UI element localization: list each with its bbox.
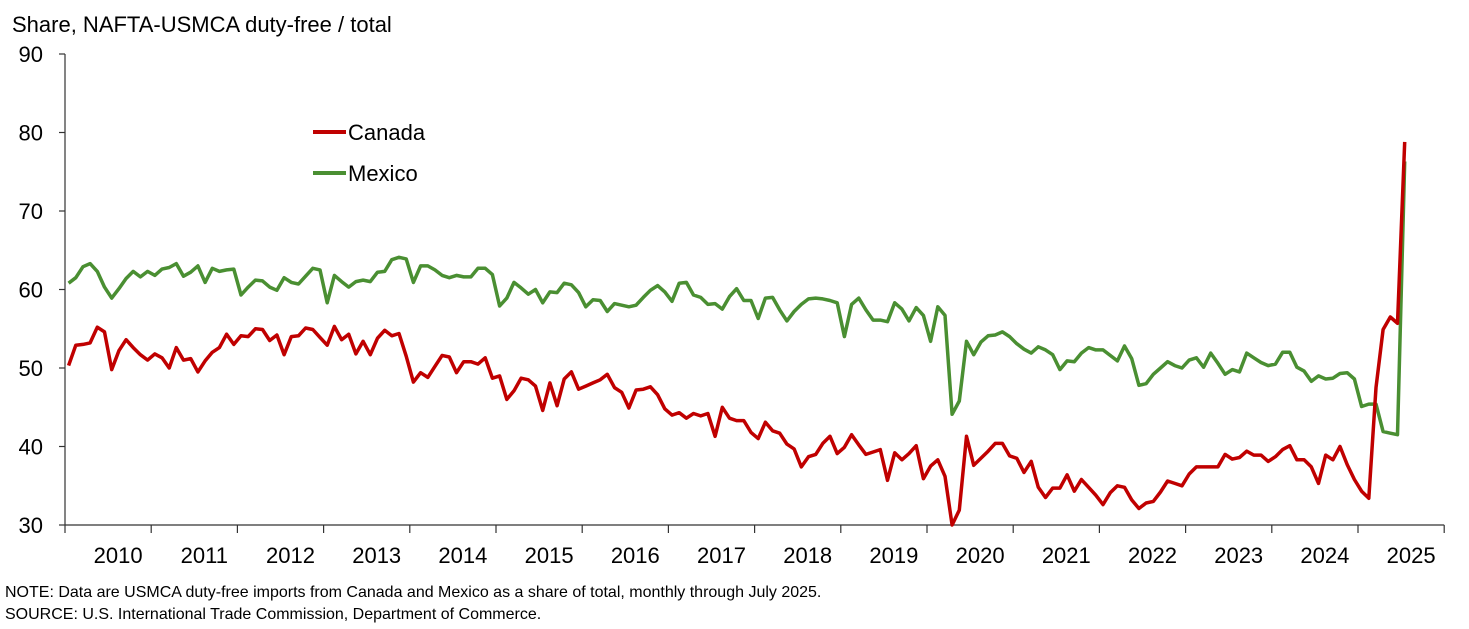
- legend-label-mexico: Mexico: [348, 161, 418, 186]
- series-lines: [66, 141, 1407, 527]
- y-tick-label: 60: [19, 278, 43, 303]
- y-tick-label: 50: [19, 356, 43, 381]
- x-tick-label: 2014: [438, 543, 487, 568]
- x-tick-label: 2024: [1300, 543, 1349, 568]
- x-tick-label: 2015: [525, 543, 574, 568]
- x-tick-label: 2017: [697, 543, 746, 568]
- legend-label-canada: Canada: [348, 120, 426, 145]
- x-tick-label: 2023: [1214, 543, 1263, 568]
- x-tick-label: 2025: [1387, 543, 1436, 568]
- x-tick-label: 2020: [956, 543, 1005, 568]
- x-tick-label: 2012: [266, 543, 315, 568]
- x-tick-label: 2018: [783, 543, 832, 568]
- x-tick-label: 2021: [1042, 543, 1091, 568]
- x-tick-label: 2011: [181, 543, 228, 568]
- x-tick-label: 2022: [1128, 543, 1177, 568]
- series-line-mexico: [67, 161, 1407, 437]
- x-tick-label: 2016: [611, 543, 660, 568]
- y-tick-label: 80: [19, 121, 43, 146]
- y-tick-label: 70: [19, 199, 43, 224]
- y-tick-label: 30: [19, 513, 43, 538]
- y-tick-label: 90: [19, 42, 43, 67]
- chart-title: Share, NAFTA-USMCA duty-free / total: [12, 12, 392, 37]
- x-tick-label: 2019: [869, 543, 918, 568]
- legend: Canada Mexico: [313, 120, 426, 186]
- footnote-source: SOURCE: U.S. International Trade Commiss…: [5, 606, 542, 623]
- y-tick-label: 40: [19, 435, 43, 460]
- x-tick-label: 2010: [94, 543, 143, 568]
- axes: 30 40 50 60 70 80 90 2010 2011 2012 2013 2014 2015 20…: [19, 42, 1445, 568]
- footnote-note: NOTE: Data are USMCA duty-free imports f…: [5, 584, 822, 601]
- x-tick-label: 2013: [352, 543, 401, 568]
- series-line-canada: [66, 141, 1407, 527]
